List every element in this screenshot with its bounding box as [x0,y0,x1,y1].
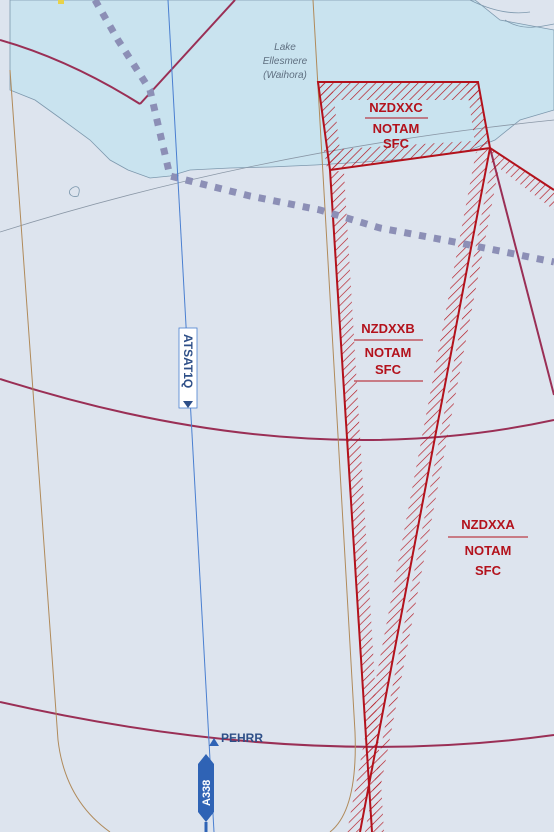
map-marker [58,0,64,4]
lake-label-line1: Lake [274,42,296,53]
restricted-area-nzdxxc-hatch-top [318,82,481,100]
zone-id: NZDXXA [461,517,515,532]
area-outline [9,69,111,832]
zone-type: NOTAM [373,121,420,136]
zone-lower-limit: SFC [383,136,410,151]
boundary-arc [139,0,236,105]
coastline-detail [69,0,554,197]
boundary-arc [0,378,554,442]
boundary-arc [0,701,554,748]
zone-lower-limit: SFC [375,362,402,377]
restricted-area-nzdxxb-hatch-left [330,170,384,832]
route-line [167,0,215,832]
restricted-area-nzdxxb-label[interactable]: NZDXXB NOTAM SFC [354,321,423,382]
waypoint-triangle-icon[interactable] [209,738,219,746]
area-outline [312,0,356,832]
zone-lower-limit: SFC [475,563,502,578]
lake-water [9,0,554,179]
zone-type: NOTAM [465,543,512,558]
dotted-track [91,0,554,266]
waypoint-label: PEHRR [221,731,263,745]
zone-id: NZDXXC [369,100,423,115]
restricted-area-nzdxxc-label[interactable]: NZDXXC NOTAM SFC [365,100,428,151]
boundary-arc [0,39,141,105]
restricted-area-nzdxxb-hatch-right [347,148,490,832]
boundary-line [489,147,554,396]
restricted-area-nzdxxc-hatch-right [466,82,490,150]
aircraft-type-label: A338 [201,780,213,806]
lake-label-line2: Ellesmere [263,56,308,67]
route-label[interactable]: ATSAT1Q [178,327,198,409]
route-arrow-icon [183,401,193,408]
restricted-area-nzdxxc-hatch-left [318,82,342,170]
aircraft-marker[interactable]: A338 [198,754,214,832]
route-label-text: ATSAT1Q [181,334,195,388]
lake-label-line3: (Waihora) [263,70,307,81]
lake-label: Lake Ellesmere (Waihora) [263,42,308,81]
restricted-area-nzdxxa-hatch-inner [365,160,500,832]
zone-id: NZDXXB [361,321,414,336]
restricted-area-hatch-east [490,148,554,210]
zone-type: NOTAM [365,345,412,360]
restricted-area-nzdxxa-label[interactable]: NZDXXA NOTAM SFC [448,517,528,578]
restricted-area-nzdxxc-hatch-bottom [324,140,490,170]
restricted-area-border-east [489,147,554,191]
